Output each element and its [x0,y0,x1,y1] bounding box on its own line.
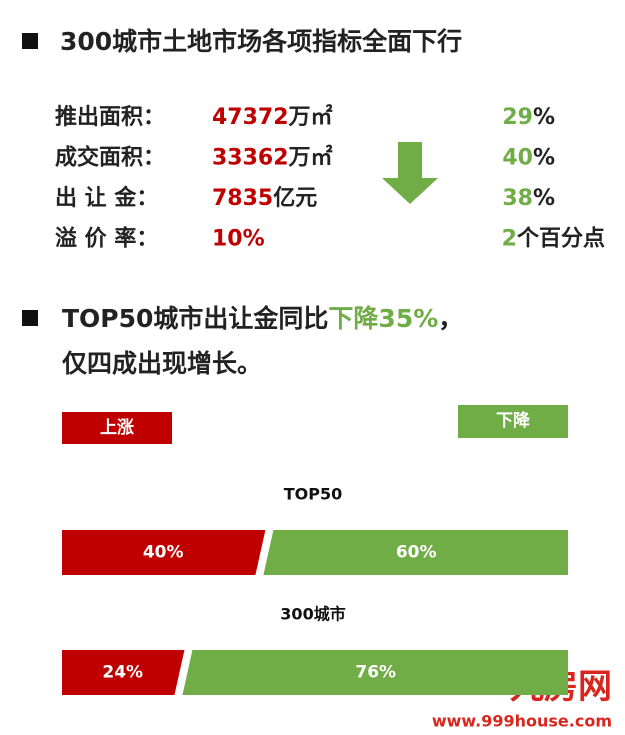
change-number: 2 [502,227,517,252]
value-number: 7835 [212,186,273,211]
legend-down [458,405,568,438]
row-change: 38% [502,186,555,211]
bar-segment [62,530,266,575]
row-change: 2个百分点 [502,226,605,252]
change-unit: % [533,105,555,130]
section-subtitle: 仅四成出现增长。 [62,349,262,378]
bar-name: 300城市 [280,605,345,624]
legend-label: 上涨 [100,418,134,438]
row-label: 成交面积： [55,145,165,171]
title-part: ， [438,304,463,333]
legend-label: 下降 [496,410,531,431]
change-number: 40 [502,146,533,171]
bar-label: 60% [396,543,437,563]
section-title: TOP50城市出让金同比下降35%， [62,304,463,333]
row-label: 溢 价 率： [55,226,158,252]
value-unit: 亿元 [273,186,317,211]
bar-label: 40% [143,543,184,563]
change-unit: % [533,146,555,171]
row-label: 推出面积： [55,105,165,130]
value-unit: 万㎡ [288,145,333,171]
bar-name: TOP50 [284,485,343,504]
row-value: 7835亿元 [212,186,317,211]
bullet [22,33,38,49]
change-unit: 个百分点 [517,226,605,252]
row-change: 29% [502,105,555,130]
title-part: TOP50城市出让金同比 [62,304,328,333]
change-number: 38 [502,186,533,211]
row-label: 出 让 金： [55,185,158,211]
value-number: 47372 [212,105,289,130]
row-value: 47372万㎡ [212,104,333,130]
section-title: 300城市土地市场各项指标全面下行 [60,27,462,56]
value-unit: 万㎡ [288,104,333,130]
bar-segment [182,650,568,695]
value-number: 10% [212,227,265,252]
bar-label: 76% [355,663,396,683]
change-number: 29 [502,105,533,130]
down-arrow [382,142,438,204]
value-number: 33362 [212,146,289,171]
bar-label: 24% [102,663,143,683]
row-value: 10% [212,227,265,252]
watermark-url: www.999house.com [432,712,612,731]
bullet [22,310,38,326]
legend-up [62,412,172,444]
row-value: 33362万㎡ [212,145,333,171]
title-part: 下降35% [328,304,438,333]
bar-segment [62,650,185,695]
change-unit: % [533,186,555,211]
bar-segment [263,530,568,575]
row-change: 40% [502,146,555,171]
